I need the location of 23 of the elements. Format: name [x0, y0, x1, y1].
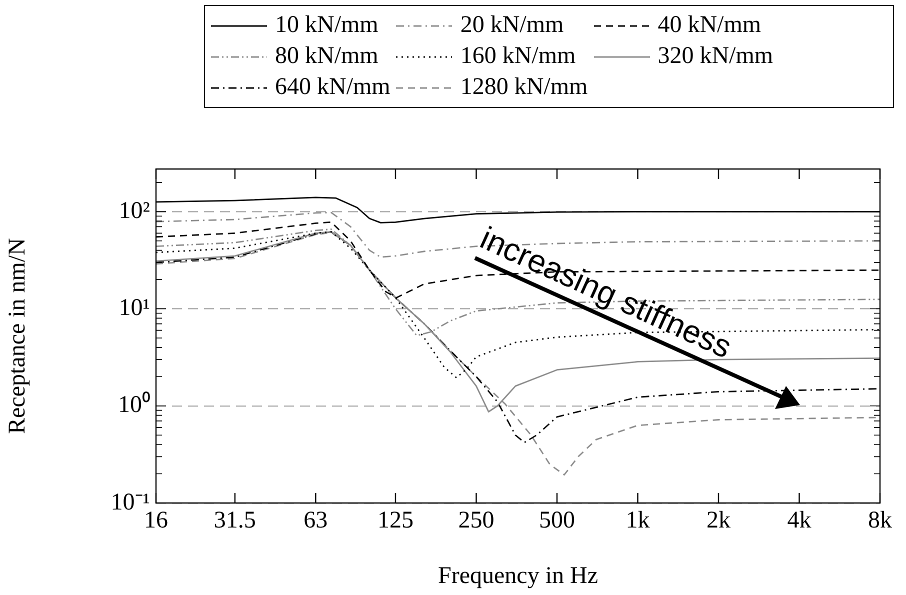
legend-label: 320 kN/mm — [658, 43, 774, 70]
x-tick-label: 63 — [304, 508, 328, 534]
x-tick-label: 250 — [458, 508, 494, 534]
legend-label: 40 kN/mm — [658, 12, 762, 39]
y-tick-label: 10⁰ — [118, 391, 150, 418]
x-tick-label: 500 — [538, 508, 575, 534]
x-tick-label: 31.5 — [214, 508, 256, 534]
legend-label: 80 kN/mm — [275, 43, 378, 70]
x-tick-label: 125 — [377, 508, 414, 534]
x-tick-label: 1k — [626, 508, 650, 534]
y-tick-label: 10¹ — [118, 295, 150, 322]
x-tick-label: 4k — [787, 508, 812, 534]
y-axis-title: Receptance in nm/N — [4, 238, 31, 434]
legend-label: 160 kN/mm — [460, 43, 576, 70]
y-tick-label: 10² — [118, 198, 150, 224]
legend-label: 20 kN/mm — [460, 12, 564, 39]
x-tick-label: 8k — [868, 508, 892, 534]
legend-label: 1280 kN/mm — [460, 74, 588, 101]
x-tick-label: 16 — [144, 508, 168, 534]
x-axis-title: Frequency in Hz — [438, 562, 598, 589]
legend-label: 640 kN/mm — [275, 74, 390, 101]
legend-label: 10 kN/mm — [275, 12, 378, 39]
x-tick-label: 2k — [706, 508, 730, 534]
